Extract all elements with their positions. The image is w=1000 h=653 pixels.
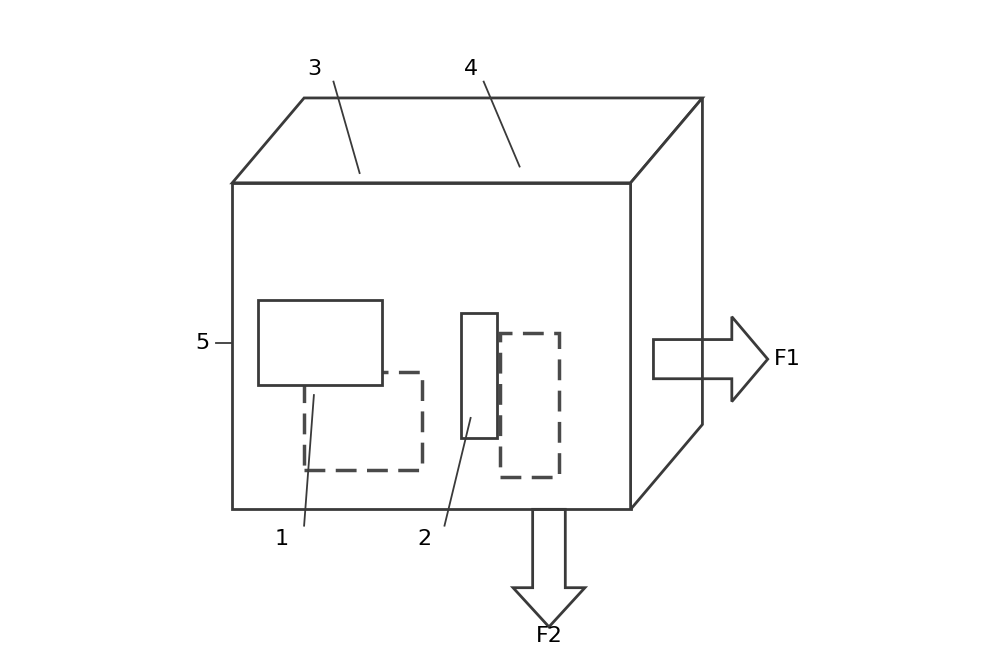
- Text: 2: 2: [418, 529, 432, 549]
- Polygon shape: [631, 98, 702, 509]
- Text: 3: 3: [307, 59, 321, 78]
- Text: 1: 1: [274, 529, 288, 549]
- Text: F1: F1: [774, 349, 801, 369]
- Polygon shape: [232, 98, 702, 183]
- Bar: [461, 313, 497, 438]
- Text: F2: F2: [536, 626, 562, 646]
- Text: 4: 4: [464, 59, 478, 78]
- Text: 5: 5: [196, 333, 210, 353]
- Bar: [258, 300, 382, 385]
- Bar: [500, 333, 559, 477]
- Polygon shape: [232, 183, 631, 509]
- Bar: [304, 372, 422, 470]
